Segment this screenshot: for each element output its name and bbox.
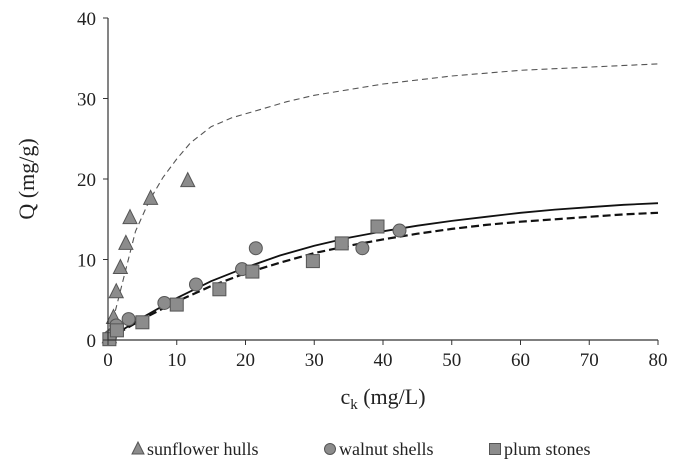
y-tick-label: 30 <box>77 90 96 111</box>
x-axis-title-unit: (mg/L) <box>358 384 426 409</box>
legend-walnut-shells-label: walnut shells <box>339 439 434 459</box>
walnut-shells-point <box>121 312 136 327</box>
legend-walnut-shells-marker <box>324 443 336 455</box>
y-tick-label: 20 <box>77 170 96 191</box>
x-tick-label: 70 <box>580 350 599 371</box>
y-tick-label: 40 <box>77 9 96 30</box>
plot-area: 0 10 20 30 40 50 60 70 80 0 10 20 30 40 <box>77 9 668 371</box>
x-tick-label: 80 <box>649 350 668 371</box>
y-axis-title: Q (mg/g) <box>14 138 39 219</box>
x-tick-label: 50 <box>442 350 461 371</box>
plum-stones-point <box>135 315 150 330</box>
x-tick-label: 20 <box>236 350 255 371</box>
plum-stones-point <box>169 297 184 312</box>
walnut-shells-point <box>248 241 263 256</box>
legend-plum-stones-label: plum stones <box>504 439 591 459</box>
walnut-shells-point <box>355 241 370 256</box>
y-tick-label: 0 <box>87 331 97 352</box>
walnut-shells-point <box>392 223 407 238</box>
plum-stones-point <box>109 323 124 338</box>
y-axis-ticks: 0 10 20 30 40 <box>77 9 108 352</box>
walnut-shells-point <box>157 295 172 310</box>
plum-stones-point <box>245 264 260 279</box>
legend-plum-stones-marker <box>489 443 501 455</box>
x-axis-title-main: c <box>340 384 350 409</box>
data-markers <box>101 171 407 347</box>
legend-sunflower-hulls-label: sunflower hulls <box>147 439 259 459</box>
plum-stones-point <box>305 254 320 269</box>
x-tick-label: 30 <box>305 350 324 371</box>
sunflower-hulls-point <box>108 282 125 299</box>
legend-sunflower-hulls-marker <box>131 440 145 455</box>
legend: sunflower hulls walnut shells plum stones <box>131 439 591 459</box>
walnut-shells-point <box>189 277 203 292</box>
plum-stones-point <box>212 282 227 297</box>
sunflower-hulls-point <box>142 189 159 205</box>
fit-curves <box>107 63 659 341</box>
sunflower-hulls-point <box>112 258 129 275</box>
x-axis-ticks: 0 10 20 30 40 50 60 70 80 <box>103 340 668 371</box>
x-tick-label: 40 <box>374 350 393 371</box>
x-axis-title: ck (mg/L) <box>340 384 425 413</box>
plum-stones-point <box>370 219 385 234</box>
plum-stones-point <box>334 236 349 251</box>
y-tick-label: 10 <box>77 251 96 272</box>
x-tick-label: 0 <box>103 350 113 371</box>
x-tick-label: 10 <box>167 350 186 371</box>
sunflower-hulls-point <box>118 234 134 250</box>
sunflower-hulls-point <box>122 208 138 225</box>
fit-curve-thin-dashed <box>107 63 659 341</box>
x-tick-label: 60 <box>511 350 530 371</box>
sunflower-hulls-point <box>179 171 196 188</box>
x-axis-title-subscript: k <box>350 397 358 413</box>
